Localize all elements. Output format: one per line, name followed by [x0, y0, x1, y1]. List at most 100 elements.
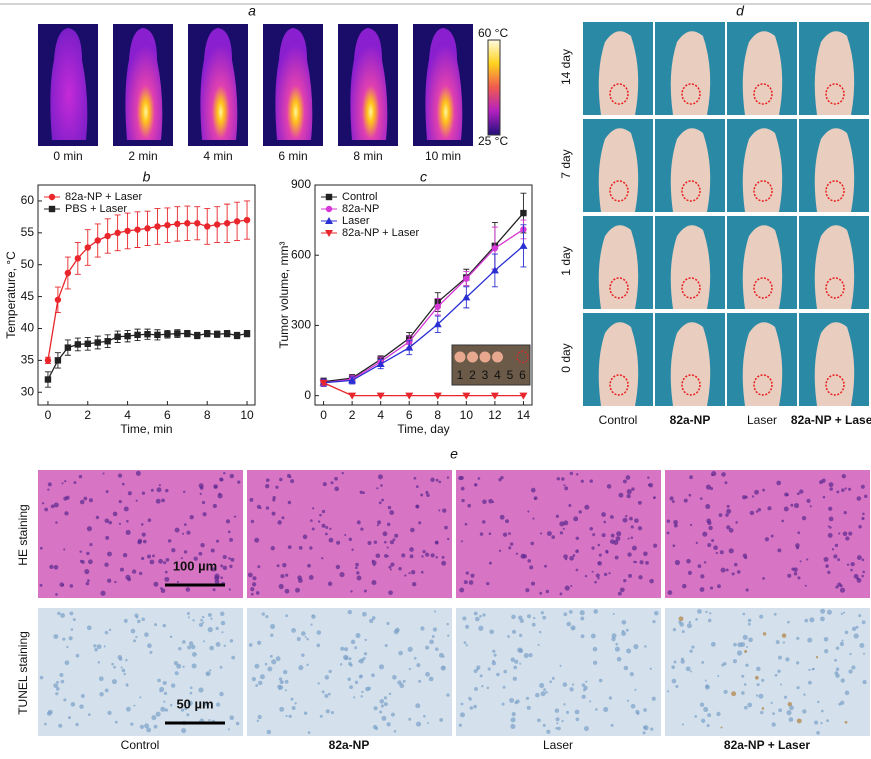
- cell: [618, 492, 624, 498]
- cell: [123, 672, 126, 676]
- cell: [568, 609, 573, 614]
- cell: [570, 584, 573, 588]
- cell: [200, 618, 203, 622]
- cell: [250, 592, 254, 596]
- cell: [378, 501, 382, 505]
- cell: [104, 630, 109, 635]
- cell: [265, 615, 269, 619]
- cell: [350, 590, 353, 593]
- cell: [653, 496, 656, 500]
- cell: [762, 632, 767, 636]
- time-label: 2 min: [128, 149, 157, 163]
- cell: [79, 550, 82, 553]
- cell: [476, 668, 479, 671]
- cell: [280, 574, 285, 579]
- cell: [861, 620, 866, 625]
- cell: [771, 722, 776, 727]
- cell: [862, 570, 865, 574]
- cell: [803, 693, 806, 696]
- thermal-mouse: [350, 28, 388, 140]
- cell: [767, 506, 772, 511]
- cell: [365, 686, 370, 692]
- series-line: [323, 212, 524, 383]
- cell: [131, 569, 137, 574]
- cell: [167, 539, 172, 543]
- cell: [271, 511, 276, 516]
- cell: [564, 585, 570, 591]
- cell: [425, 671, 430, 677]
- cell: [212, 588, 216, 592]
- cell: [613, 539, 619, 546]
- cell: [545, 690, 548, 694]
- cell: [55, 692, 59, 696]
- cell: [104, 518, 110, 524]
- marker: [74, 255, 82, 262]
- cell: [149, 650, 153, 654]
- cell: [108, 628, 112, 632]
- cell: [141, 491, 146, 495]
- cell: [137, 619, 141, 624]
- marker: [184, 220, 191, 227]
- cell: [251, 677, 256, 682]
- cell: [630, 525, 634, 529]
- cell: [442, 655, 445, 658]
- cell: [277, 520, 282, 525]
- cell: [229, 473, 235, 479]
- cell: [797, 531, 801, 535]
- cell: [55, 687, 60, 691]
- cell: [555, 514, 559, 518]
- cell: [862, 512, 865, 516]
- cell: [107, 551, 112, 557]
- cell: [572, 554, 576, 557]
- tumor-mark: [825, 277, 845, 299]
- cell: [848, 487, 852, 491]
- cell: [829, 487, 833, 491]
- cell: [562, 682, 568, 687]
- cell: [44, 722, 47, 726]
- cell: [626, 699, 630, 702]
- marker: [44, 376, 52, 383]
- cell: [183, 550, 188, 554]
- cell: [591, 546, 595, 550]
- cell: [777, 548, 782, 553]
- legend-label: PBS + Laser: [65, 203, 127, 215]
- cell: [133, 704, 136, 707]
- x-axis-label: Time, min: [120, 422, 172, 436]
- cell: [744, 705, 748, 710]
- cell: [389, 510, 395, 515]
- cell: [183, 490, 186, 494]
- plot-frame: [314, 184, 533, 406]
- cell: [826, 719, 830, 723]
- cell: [723, 689, 728, 695]
- cell: [348, 657, 352, 661]
- cell: [526, 705, 531, 710]
- cell: [825, 565, 828, 568]
- cell: [158, 484, 161, 487]
- cell: [182, 665, 185, 668]
- cell: [59, 672, 64, 677]
- cell: [416, 663, 421, 668]
- cell: [858, 524, 862, 529]
- cell: [629, 671, 634, 677]
- cell: [777, 669, 781, 674]
- cell: [643, 725, 647, 730]
- cell: [219, 611, 225, 617]
- cell: [358, 660, 361, 663]
- cell: [673, 519, 678, 525]
- cell: [222, 565, 228, 571]
- cell: [321, 557, 324, 560]
- cell: [592, 646, 598, 652]
- cell: [62, 637, 66, 641]
- cell: [146, 727, 152, 733]
- cell: [856, 496, 862, 501]
- legend-marker: [325, 230, 333, 237]
- cell: [520, 553, 526, 559]
- cell: [291, 628, 296, 633]
- cell: [89, 543, 93, 547]
- cell: [823, 556, 829, 562]
- marker: [434, 303, 441, 310]
- cell: [563, 484, 566, 487]
- cell: [486, 686, 490, 690]
- y-axis-label: Temperature, °C: [4, 251, 18, 339]
- cell: [821, 478, 826, 483]
